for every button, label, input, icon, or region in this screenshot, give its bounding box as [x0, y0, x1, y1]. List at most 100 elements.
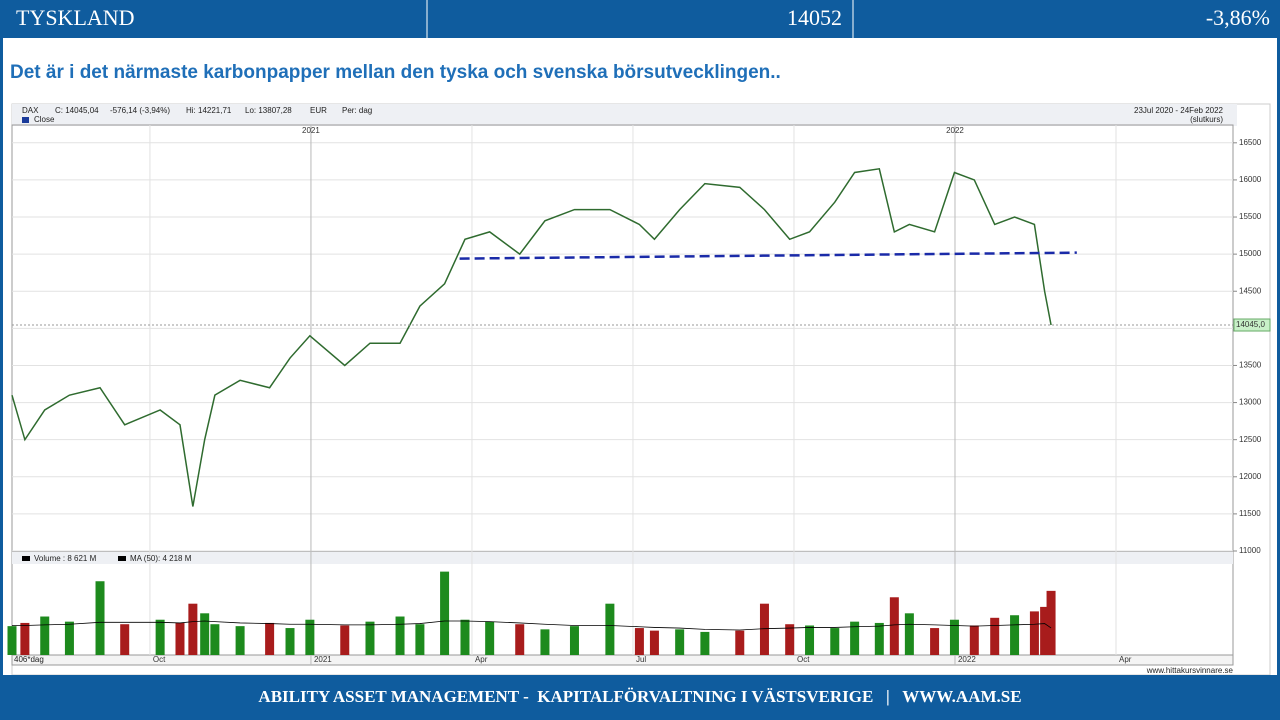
range: 23Jul 2020 - 24Feb 2022	[1134, 106, 1224, 115]
info-item: Hi: 14221,71	[186, 106, 232, 115]
legend-swatch	[22, 556, 30, 561]
y-tick-label: 12500	[1239, 435, 1262, 444]
x-tick-label: Apr	[1119, 655, 1132, 664]
volume-bar	[969, 625, 979, 655]
info-item: Lo: 13807,28	[245, 106, 292, 115]
volume-bar	[7, 626, 17, 655]
border	[0, 38, 3, 678]
y-tick-label: 16500	[1239, 138, 1262, 147]
volume-bar	[675, 629, 685, 655]
volume-bar	[188, 603, 198, 655]
volume-bar	[305, 619, 315, 655]
volume-bar	[1029, 611, 1039, 655]
volume-bar	[904, 613, 914, 655]
info-item: DAX	[22, 106, 39, 115]
y-tick-label: 15000	[1239, 249, 1262, 258]
support-line	[459, 251, 1077, 260]
header-bar	[0, 0, 1280, 38]
y-tick-label: 15500	[1239, 212, 1262, 221]
x-tick-label: Oct	[153, 655, 166, 664]
volume-bar	[735, 630, 745, 655]
volume-bar	[930, 628, 940, 655]
last-value-label: 14045,0	[1236, 320, 1265, 329]
volume-bar	[120, 624, 130, 655]
volume-bar	[785, 624, 795, 655]
volume-bar	[949, 619, 959, 655]
border	[1277, 38, 1280, 678]
chart-panel	[11, 103, 1271, 676]
volume-bar	[805, 625, 815, 655]
volume-bar	[990, 617, 1000, 655]
volume-bar	[889, 597, 899, 655]
x-tick-label: Oct	[797, 655, 810, 664]
volume-bar	[700, 631, 710, 655]
volume-bar	[415, 624, 425, 655]
volume-bar	[64, 621, 74, 655]
volume-bar	[175, 622, 185, 655]
volume-bar	[20, 622, 30, 655]
volume-legend-bar	[12, 552, 1233, 564]
volume-bar	[340, 625, 350, 655]
range-note: (slutkurs)	[1190, 115, 1223, 124]
ma-line	[12, 620, 1052, 631]
volume-bar	[365, 621, 375, 655]
volume-bar	[460, 619, 470, 655]
volume-bar	[1010, 615, 1020, 655]
volume-bar	[874, 622, 884, 655]
y-tick-label: 13500	[1239, 361, 1262, 370]
volume-bar	[605, 603, 615, 655]
last-value-box	[1233, 318, 1271, 332]
y-tick-label: 11500	[1239, 509, 1261, 518]
y-tick-label: 13000	[1239, 398, 1262, 407]
subtitle: Det är i det närmaste karbonpapper mella…	[10, 62, 781, 83]
header-change: -3,86%	[1206, 5, 1270, 30]
footer: ABILITY ASSET MANAGEMENT - KAPITALFÖRVAL…	[258, 687, 1021, 706]
info-item: -576,14 (-3,94%)	[110, 106, 170, 115]
volume-bar	[830, 628, 840, 655]
volume-bar	[200, 613, 210, 655]
volume-bar	[210, 624, 220, 655]
volume-bar	[395, 616, 405, 655]
volume-bar	[440, 571, 450, 655]
legend-swatch	[22, 117, 29, 123]
volume-bar	[285, 628, 295, 655]
y-tick-label: 11000	[1239, 546, 1261, 555]
volume-bar	[1046, 590, 1056, 655]
header-title: TYSKLAND	[16, 5, 135, 30]
volume-bar	[155, 619, 165, 655]
volume-bar	[759, 603, 769, 655]
volume-bar	[850, 621, 860, 655]
year-label: 2021	[302, 126, 320, 135]
y-tick-label: 14500	[1239, 286, 1262, 295]
volume-bar	[515, 624, 525, 655]
x-tick-label: Apr	[475, 655, 488, 664]
info-item: C: 14045,04	[55, 106, 99, 115]
x-tick-label: 2021	[314, 655, 332, 664]
info-item: EUR	[310, 106, 327, 115]
volume-bar	[649, 630, 659, 655]
y-tick-label: 16000	[1239, 175, 1262, 184]
price-line	[11, 167, 1052, 507]
volume-bar	[40, 616, 50, 655]
volume-bar	[540, 629, 550, 655]
volume-bar	[95, 581, 105, 655]
x-tick-label: Jul	[636, 655, 646, 664]
volume-bar	[265, 622, 275, 655]
volume-legend: Volume : 8 621 M	[34, 554, 97, 563]
ma-legend: MA (50): 4 218 M	[130, 554, 192, 563]
footer-bar	[0, 675, 1280, 720]
legend-swatch	[118, 556, 126, 561]
period-label: 406*dag	[14, 655, 44, 664]
volume-bar	[1040, 606, 1050, 655]
legend-label: Close	[34, 115, 55, 124]
volume-bar	[569, 626, 579, 655]
x-tick-label: 2022	[958, 655, 976, 664]
y-tick-label: 12000	[1239, 472, 1262, 481]
year-label: 2022	[946, 126, 964, 135]
x-axis-strip	[11, 654, 1234, 666]
source: www.hittakursvinnare.se	[1146, 666, 1234, 675]
volume-bar	[634, 628, 644, 655]
info-item: Per: dag	[342, 106, 372, 115]
volume-bar	[485, 621, 495, 655]
